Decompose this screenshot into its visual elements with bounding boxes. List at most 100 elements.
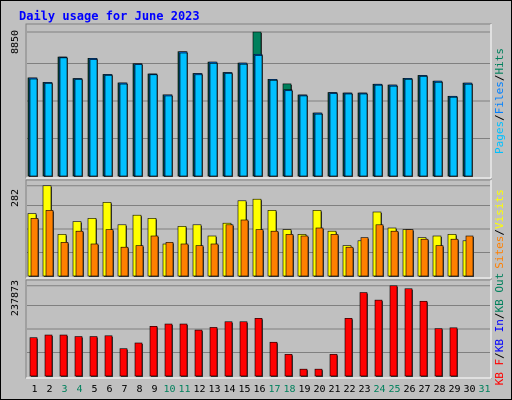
legend-label: KB F/KB In/KB Out <box>493 273 506 386</box>
bar-kb-f-day-26 <box>404 288 413 377</box>
x-tick-day-26: 26 <box>403 384 415 395</box>
x-tick-day-31: 31 <box>478 384 490 395</box>
bar-pages-day-1 <box>29 78 38 177</box>
bar-kb-f-day-10 <box>164 323 173 377</box>
x-tick-day-14: 14 <box>223 384 235 395</box>
bar-pages-day-16 <box>254 55 263 177</box>
bar-pages-day-3 <box>59 57 68 177</box>
bar-kb-f-day-11 <box>179 323 188 377</box>
x-tick-day-2: 2 <box>46 384 52 395</box>
bar-pages-day-25 <box>389 85 398 177</box>
x-axis-labels: 1 2 3 4 5 6 7 8 9 10 11 12 13 14 15 16 17 18 19 20 21 22 23 24 2… <box>31 384 490 395</box>
bar-kb-f-day-21 <box>329 354 338 377</box>
x-tick-day-6: 6 <box>106 384 112 395</box>
bar-kb-f-day-7 <box>119 348 128 377</box>
x-tick-day-25: 25 <box>388 384 400 395</box>
bar-kb-f-day-29 <box>449 327 458 377</box>
legend-part: / <box>493 352 506 359</box>
panel-visits-sites: 282 Sites/Visits <box>10 179 506 279</box>
y-max-label: 282 <box>10 189 21 207</box>
bar-sites-day-5 <box>90 243 99 277</box>
bar-kb-f-day-5 <box>89 336 98 377</box>
bar-kb-f-day-9 <box>149 326 158 377</box>
bar-pages-day-18 <box>284 90 293 177</box>
x-tick-day-8: 8 <box>136 384 142 395</box>
bar-kb-f-day-8 <box>134 342 143 377</box>
bar-sites-day-29 <box>450 238 459 277</box>
bar-kb-f-day-6 <box>104 335 113 377</box>
bar-sites-day-9 <box>150 235 159 277</box>
bar-pages-day-29 <box>449 96 458 177</box>
bar-kb-f-day-3 <box>59 334 68 377</box>
bar-pages-day-17 <box>269 80 278 177</box>
bar-kb-f-day-15 <box>239 321 248 377</box>
bar-pages-day-2 <box>44 83 53 177</box>
bar-pages-day-21 <box>329 93 338 177</box>
legend-part: KB Out <box>493 273 506 313</box>
bar-sites-day-17 <box>270 230 279 277</box>
x-tick-day-1: 1 <box>31 384 37 395</box>
legend-part: Pages <box>493 121 506 154</box>
x-tick-day-3: 3 <box>61 384 67 395</box>
bar-pages-day-15 <box>239 63 248 177</box>
bar-pages-day-27 <box>419 76 428 177</box>
bar-pages-day-10 <box>164 95 173 177</box>
bar-kb-f-day-17 <box>269 341 278 377</box>
bar-pages-day-9 <box>149 74 158 177</box>
bar-kb-f-day-19 <box>299 368 308 377</box>
bar-sites-day-28 <box>435 245 444 277</box>
legend-part: Files <box>493 81 506 114</box>
x-tick-day-10: 10 <box>163 384 175 395</box>
bar-sites-day-24 <box>375 224 384 277</box>
x-tick-day-23: 23 <box>358 384 370 395</box>
x-tick-day-28: 28 <box>433 384 445 395</box>
x-tick-day-4: 4 <box>76 384 82 395</box>
bar-sites-day-25 <box>390 230 399 277</box>
bar-kb-f-day-27 <box>419 300 428 377</box>
bar-kb-f-day-1 <box>29 337 38 377</box>
x-tick-day-21: 21 <box>328 384 340 395</box>
bar-pages-day-6 <box>104 75 113 177</box>
x-tick-day-13: 13 <box>208 384 220 395</box>
x-tick-day-16: 16 <box>253 384 265 395</box>
bar-kb-f-day-14 <box>224 321 233 377</box>
x-tick-day-5: 5 <box>91 384 97 395</box>
x-tick-day-29: 29 <box>448 384 460 395</box>
legend-part: Hits <box>493 48 506 75</box>
bar-pages-day-12 <box>194 74 203 177</box>
bar-kb-f-day-13 <box>209 327 218 377</box>
bar-sites-day-18 <box>285 234 294 277</box>
bar-pages-day-20 <box>314 113 323 177</box>
bar-kb-f-day-18 <box>284 354 293 377</box>
bar-sites-day-3 <box>60 242 69 277</box>
bar-sites-day-13 <box>210 243 219 277</box>
bar-kb-f-day-20 <box>314 368 323 377</box>
bar-kb-f-day-12 <box>194 329 203 377</box>
bar-pages-day-11 <box>179 52 188 177</box>
x-tick-day-27: 27 <box>418 384 430 395</box>
bar-sites-day-20 <box>315 227 324 277</box>
bar-sites-day-11 <box>180 243 189 277</box>
bar-sites-day-15 <box>240 219 249 277</box>
x-tick-day-11: 11 <box>178 384 190 395</box>
bar-pages-day-4 <box>74 79 83 177</box>
legend-label: Sites/Visits <box>493 189 506 269</box>
legend-label: Pages/Files/Hits <box>493 48 506 154</box>
bar-kb-f-day-4 <box>74 336 83 377</box>
x-tick-day-9: 9 <box>151 384 157 395</box>
bar-pages-day-5 <box>89 59 98 177</box>
bar-pages-day-24 <box>374 84 383 177</box>
y-max-label: 237873 <box>10 280 21 316</box>
legend-part: KB In <box>493 319 506 352</box>
bar-sites-day-23 <box>360 237 369 277</box>
bar-kb-f-day-23 <box>359 292 368 377</box>
bar-sites-day-21 <box>330 234 339 277</box>
legend-part: / <box>493 229 506 236</box>
bar-sites-day-7 <box>120 246 129 277</box>
legend-part: / <box>493 114 506 121</box>
y-max-label: 8850 <box>10 30 21 54</box>
bar-sites-day-6 <box>105 229 114 277</box>
